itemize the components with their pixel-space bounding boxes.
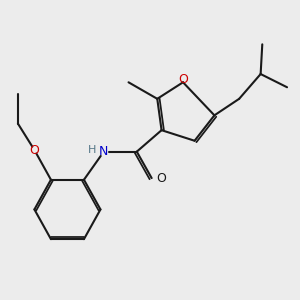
Text: O: O [156,172,166,184]
Text: N: N [99,145,109,158]
Text: O: O [29,143,39,157]
Text: H: H [88,145,96,155]
Text: O: O [178,74,188,86]
